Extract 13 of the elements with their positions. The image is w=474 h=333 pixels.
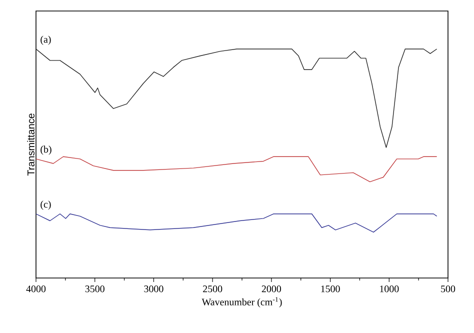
series-label: (c) <box>40 200 51 210</box>
x-tick-label: 3500 <box>85 286 104 292</box>
x-tick-label: 2000 <box>262 286 282 292</box>
y-axis-title: Transmittance <box>27 114 34 176</box>
x-tick-label: 4000 <box>26 286 46 292</box>
series-label: (a) <box>40 36 51 45</box>
x-tick-label: 2500 <box>203 286 222 292</box>
x-axis-title: Wavenumber (cm$^{-1}$) <box>202 297 282 308</box>
x-tick-label: 1000 <box>380 286 399 292</box>
x-tick-label: 1500 <box>321 286 340 292</box>
series-label: (b) <box>40 146 52 155</box>
x-tick-label: 500 <box>441 286 456 292</box>
x-tick-label: 3000 <box>144 286 164 292</box>
